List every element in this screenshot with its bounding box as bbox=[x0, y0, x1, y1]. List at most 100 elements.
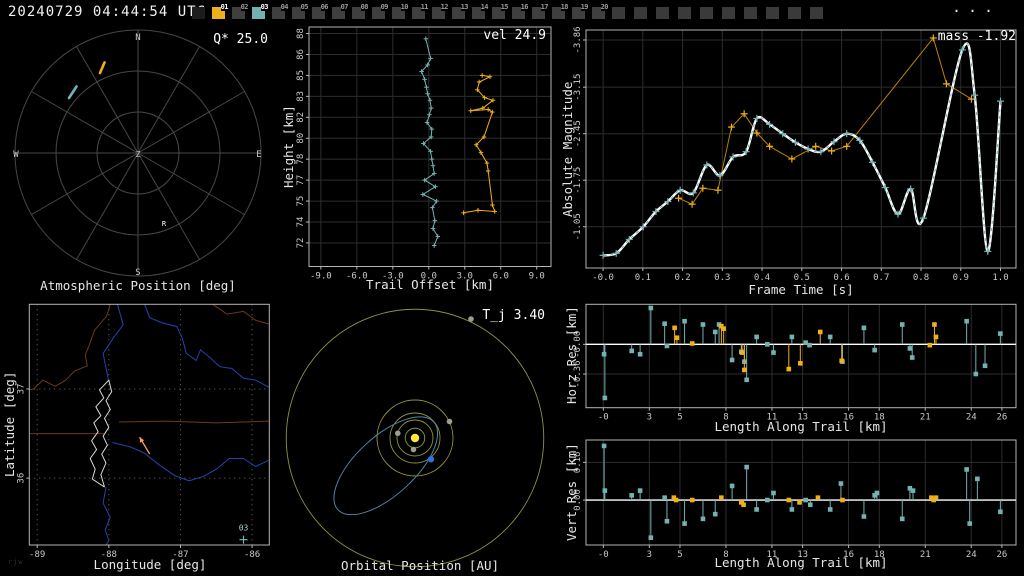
tab-06[interactable]: 06 bbox=[312, 3, 329, 19]
tab-number: 05 bbox=[300, 3, 309, 11]
tab-10[interactable]: 10 bbox=[392, 3, 409, 19]
orbital-x-axis-label: Orbital Position [AU] bbox=[340, 558, 500, 573]
svg-text:N: N bbox=[135, 33, 140, 43]
tab-number: 16 bbox=[520, 3, 529, 11]
svg-text:0.0: 0.0 bbox=[421, 272, 437, 282]
svg-text:-3.15: -3.15 bbox=[573, 74, 583, 101]
svg-text:0.5: 0.5 bbox=[794, 273, 810, 283]
vert-x-axis-label: Length Along Trail [km] bbox=[714, 555, 888, 570]
tab-square bbox=[810, 7, 823, 19]
svg-text:-3.0: -3.0 bbox=[382, 272, 404, 282]
tab-blank[interactable] bbox=[788, 7, 801, 19]
tab-number: 07 bbox=[340, 3, 349, 11]
magnitude-x-axis-label: Frame Time [s] bbox=[748, 282, 854, 297]
tab-19[interactable]: 19 bbox=[572, 3, 589, 19]
tab-05[interactable]: 05 bbox=[292, 3, 309, 19]
tab-number: 02 bbox=[240, 3, 249, 11]
svg-text:-86: -86 bbox=[244, 550, 260, 560]
tab-number: 11 bbox=[420, 3, 429, 11]
tab-04[interactable]: 04 bbox=[272, 3, 289, 19]
tab-01[interactable]: 01 bbox=[212, 3, 229, 19]
tab-blank[interactable] bbox=[634, 7, 647, 19]
tab-square bbox=[192, 7, 205, 19]
tab-blank[interactable] bbox=[744, 7, 757, 19]
tab-03[interactable]: 03 bbox=[252, 3, 269, 19]
tab-02[interactable]: 02 bbox=[232, 3, 249, 19]
svg-text:78: 78 bbox=[296, 154, 306, 165]
tab-square bbox=[744, 7, 757, 19]
svg-text:-1.05: -1.05 bbox=[573, 213, 583, 240]
tab-17[interactable]: 17 bbox=[532, 3, 549, 19]
tab-number: 04 bbox=[280, 3, 289, 11]
tab-number: 10 bbox=[400, 3, 409, 11]
horz-x-axis-label: Length Along Trail [km] bbox=[714, 419, 888, 434]
svg-text:77: 77 bbox=[296, 175, 306, 186]
svg-text:80: 80 bbox=[296, 133, 306, 144]
tab-15[interactable]: 15 bbox=[492, 3, 509, 19]
svg-text:-89: -89 bbox=[29, 550, 45, 560]
tab-blank[interactable] bbox=[656, 7, 669, 19]
svg-text:72: 72 bbox=[296, 238, 306, 249]
tab-blank[interactable] bbox=[700, 7, 713, 19]
tab-square bbox=[678, 7, 691, 19]
tab-number: 14 bbox=[480, 3, 489, 11]
svg-text:37: 37 bbox=[16, 384, 26, 395]
tab-07[interactable]: 07 bbox=[332, 3, 349, 19]
svg-text:Z: Z bbox=[136, 150, 141, 159]
tab-blank[interactable] bbox=[678, 7, 691, 19]
svg-text:5: 5 bbox=[677, 413, 682, 423]
svg-text:86: 86 bbox=[296, 49, 306, 60]
svg-text:9.0: 9.0 bbox=[529, 272, 545, 282]
tab-blank[interactable] bbox=[810, 7, 823, 19]
horz-res-plot: -0 3 5 8 11 13 16 18 21 24 26 -0.00 -0.36 bbox=[573, 303, 1017, 423]
svg-text:0.00: 0.00 bbox=[573, 489, 583, 511]
panel-ground-map: -89 -88 -87 -86 37 36 03 Longitude [deg] Latit… bbox=[0, 300, 280, 576]
tab-number: 17 bbox=[540, 3, 549, 11]
tab-20[interactable]: 20 bbox=[592, 3, 609, 19]
svg-text:6.0: 6.0 bbox=[493, 272, 509, 282]
tab-12[interactable]: 12 bbox=[432, 3, 449, 19]
svg-text:18: 18 bbox=[874, 550, 885, 560]
svg-text:26: 26 bbox=[996, 413, 1007, 423]
orbital-plot bbox=[285, 308, 545, 568]
map-x-axis-label: Longitude [deg] bbox=[93, 557, 207, 572]
tab-number: 15 bbox=[500, 3, 509, 11]
tab-11[interactable]: 11 bbox=[412, 3, 429, 19]
vel-title: vel 24.9 bbox=[483, 28, 546, 43]
tab-blank[interactable] bbox=[612, 7, 625, 19]
tab-number: 12 bbox=[440, 3, 449, 11]
tab-blank[interactable] bbox=[722, 7, 735, 19]
tab-13[interactable]: 13 bbox=[452, 3, 469, 19]
svg-text:3: 3 bbox=[647, 550, 652, 560]
svg-text:24: 24 bbox=[966, 550, 977, 560]
svg-text:E: E bbox=[256, 150, 261, 160]
tab-blank[interactable] bbox=[766, 7, 779, 19]
tab-square bbox=[722, 7, 735, 19]
tab-09[interactable]: 09 bbox=[372, 3, 389, 19]
svg-text:88: 88 bbox=[296, 28, 306, 39]
tab-18[interactable]: 18 bbox=[552, 3, 569, 19]
svg-text:0.9: 0.9 bbox=[953, 273, 969, 283]
tab-14[interactable]: 14 bbox=[472, 3, 489, 19]
svg-text:26: 26 bbox=[996, 550, 1007, 560]
tab-square bbox=[656, 7, 669, 19]
svg-text:8: 8 bbox=[723, 413, 728, 423]
atmospheric-x-axis-label: Atmospheric Position [deg] bbox=[40, 278, 236, 293]
svg-text:1.0: 1.0 bbox=[992, 273, 1008, 283]
trail-y-axis-label: Height [km] bbox=[281, 105, 296, 188]
svg-text:85: 85 bbox=[296, 70, 306, 81]
overflow-dots-icon[interactable]: ... bbox=[952, 0, 1001, 16]
svg-text:16: 16 bbox=[843, 550, 854, 560]
tab-blank[interactable] bbox=[192, 7, 205, 19]
tab-08[interactable]: 08 bbox=[352, 3, 369, 19]
tab-16[interactable]: 16 bbox=[512, 3, 529, 19]
vert-res-plot: -0 3 5 8 11 13 16 18 21 24 26 0.16 0.00 bbox=[573, 439, 1017, 560]
tab-square bbox=[766, 7, 779, 19]
tab-square bbox=[612, 7, 625, 19]
tab-number: 06 bbox=[320, 3, 329, 11]
vert-y-axis-label: Vert Res [km] bbox=[564, 443, 579, 542]
svg-text:0.6: 0.6 bbox=[833, 273, 849, 283]
watermark: rjw bbox=[8, 558, 24, 566]
svg-text:-0.0: -0.0 bbox=[592, 273, 614, 283]
svg-text:21: 21 bbox=[920, 413, 931, 423]
